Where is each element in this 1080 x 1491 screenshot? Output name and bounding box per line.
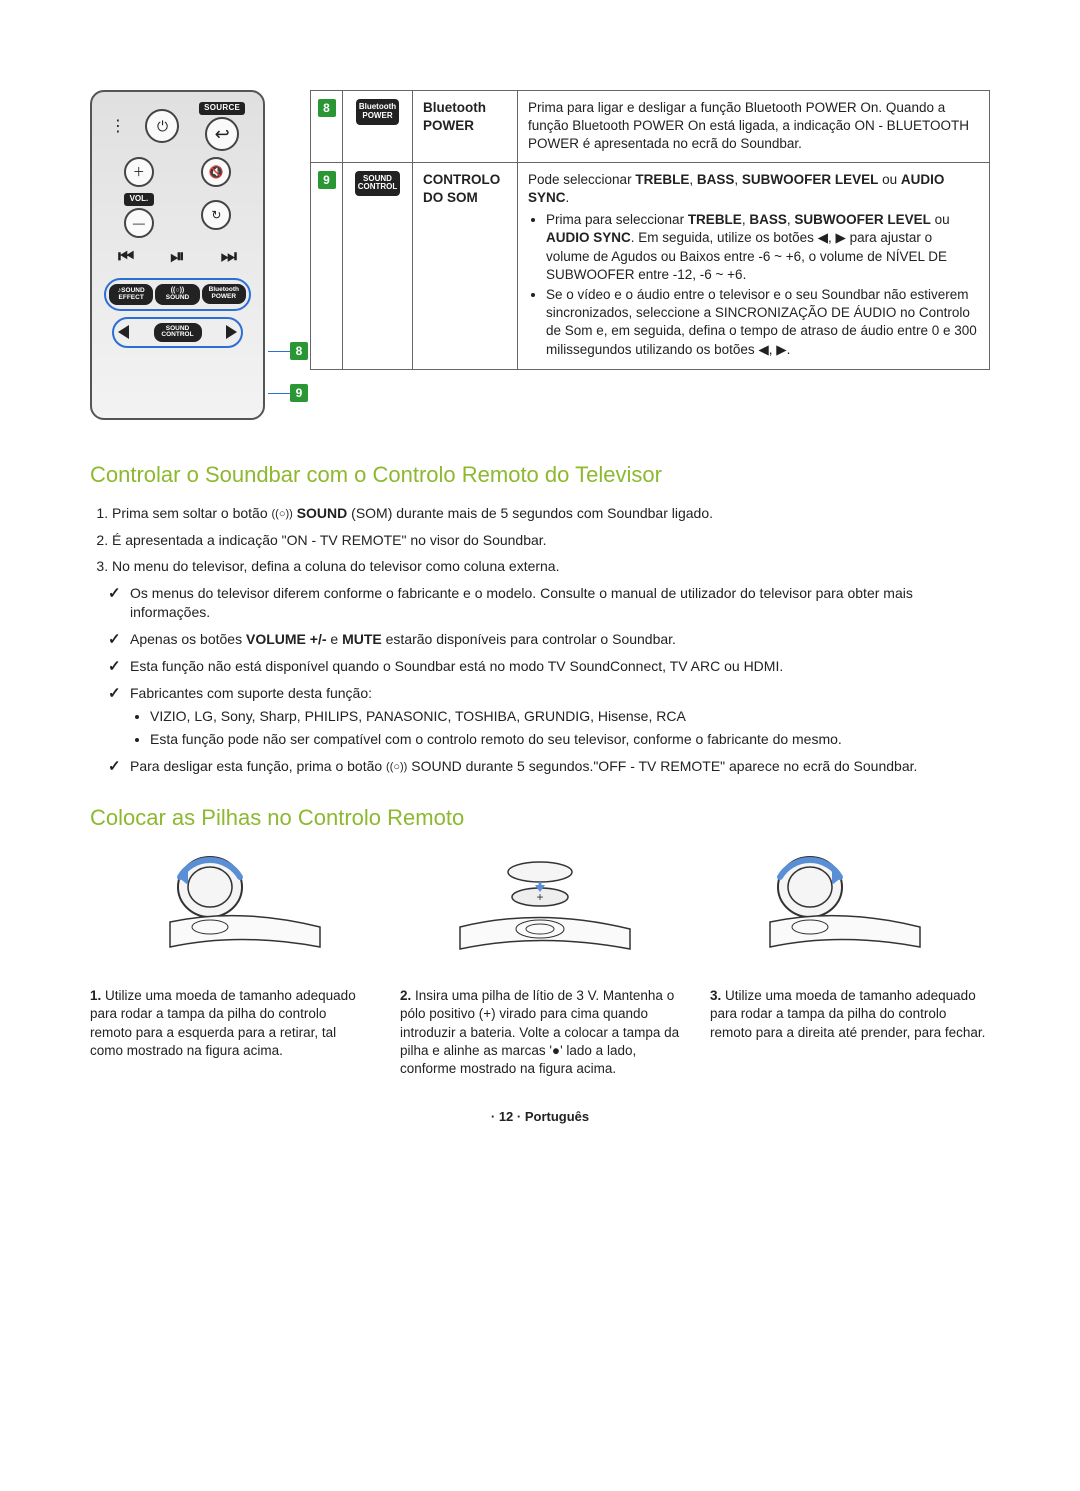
table-row: 9 SOUNDCONTROL CONTROLODO SOM Pode selec…: [311, 162, 990, 369]
next-icon: ⏭: [221, 244, 237, 268]
battery-steps-row: 1. Utilize uma moeda de tamanho adequado…: [90, 987, 990, 1078]
top-section: ⋮ ⏻ SOURCE ↩ ＋ 🔇 VOL. — ↻ ⏮ ⏯: [90, 90, 990, 420]
row9-name: CONTROLODO SOM: [413, 162, 518, 369]
sound-effect-button: ♪SOUNDEFFECT: [109, 284, 153, 305]
battery-step-3: 3. Utilize uma moeda de tamanho adequado…: [710, 987, 990, 1078]
play-pause-icon: ⏯: [170, 244, 184, 268]
step-1: Prima sem soltar o botão ((○)) SOUND (SO…: [112, 504, 990, 523]
table-row: 8 BluetoothPOWER BluetoothPOWER Prima pa…: [311, 91, 990, 163]
step-2: É apresentada a indicação "ON - TV REMOT…: [112, 531, 990, 550]
surround-sound-button: ((○))SOUND: [155, 284, 199, 305]
row9-bullet-2: Se o vídeo e o áudio entre o televisor e…: [546, 286, 979, 359]
row8-description: Prima para ligar e desligar a função Blu…: [518, 91, 990, 163]
callout-badge-8: 8: [290, 342, 308, 360]
battery-figure-3: [710, 847, 970, 967]
section-2-title: Colocar as Pilhas no Controlo Remoto: [90, 803, 990, 833]
callout-9: 9: [268, 384, 308, 402]
callout-badge-9: 9: [290, 384, 308, 402]
source-label: SOURCE: [199, 102, 245, 115]
media-row: ⏮ ⏯ ⏭: [100, 244, 255, 268]
section-1-steps: Prima sem soltar o botão ((○)) SOUND (SO…: [90, 504, 990, 577]
right-arrow-icon: [226, 325, 237, 339]
check-item: Apenas os botões VOLUME +/- e MUTE estar…: [112, 630, 990, 649]
button-group-9: SOUNDCONTROL: [112, 317, 243, 349]
description-table: 8 BluetoothPOWER BluetoothPOWER Prima pa…: [310, 90, 990, 370]
check-item: Esta função não está disponível quando o…: [112, 657, 990, 676]
row-badge-9: 9: [318, 171, 336, 189]
battery-step-2: 2. Insira uma pilha de lítio de 3 V. Man…: [400, 987, 680, 1078]
vol-up-icon: ＋: [124, 157, 154, 187]
battery-images-row: +: [90, 847, 990, 967]
section-1-checklist: Os menus do televisor diferem conforme o…: [90, 584, 990, 775]
callout-8: 8: [268, 342, 308, 360]
step-3: No menu do televisor, defina a coluna do…: [112, 557, 990, 576]
row9-button-icon: SOUNDCONTROL: [355, 171, 401, 197]
repeat-icon: ↻: [201, 200, 231, 230]
sub-bullet: VIZIO, LG, Sony, Sharp, PHILIPS, PANASON…: [150, 707, 990, 726]
page-footer: · 12 · Português: [90, 1108, 990, 1126]
check-item: Os menus do televisor diferem conforme o…: [112, 584, 990, 622]
row9-bullet-1: Prima para seleccionar TREBLE, BASS, SUB…: [546, 211, 979, 284]
battery-figure-2: +: [410, 847, 670, 967]
sound-control-button: SOUNDCONTROL: [154, 323, 202, 343]
mute-icon: 🔇: [201, 157, 231, 187]
power-icon: ⏻: [145, 109, 179, 143]
source-icon: ↩: [205, 117, 239, 151]
battery-section: + 1. Utilize uma moeda de tamanho adequa…: [90, 847, 990, 1078]
row8-button-icon: BluetoothPOWER: [356, 99, 399, 125]
vol-down-icon: —: [124, 208, 154, 238]
description-table-column: 8 BluetoothPOWER BluetoothPOWER Prima pa…: [310, 90, 990, 420]
left-arrow-icon: [118, 325, 129, 339]
row-badge-8: 8: [318, 99, 336, 117]
svg-text:+: +: [536, 890, 543, 904]
section-1-title: Controlar o Soundbar com o Controlo Remo…: [90, 460, 990, 490]
row9-description: Pode seleccionar TREBLE, BASS, SUBWOOFER…: [518, 162, 990, 369]
check-item: Para desligar esta função, prima o botão…: [112, 757, 990, 776]
sound-wave-icon: ((○)): [272, 508, 293, 520]
button-group-8: ♪SOUNDEFFECT ((○))SOUND BluetoothPOWER: [104, 278, 251, 311]
bluetooth-power-button: BluetoothPOWER: [202, 284, 246, 304]
vol-label: VOL.: [124, 193, 155, 206]
check-item: Fabricantes com suporte desta função: VI…: [112, 684, 990, 749]
sub-bullet: Esta função pode não ser compatível com …: [150, 730, 990, 749]
battery-figure-1: [110, 847, 370, 967]
prev-icon: ⏮: [118, 244, 134, 268]
remote-diagram: ⋮ ⏻ SOURCE ↩ ＋ 🔇 VOL. — ↻ ⏮ ⏯: [90, 90, 265, 420]
sound-wave-icon: ((○)): [386, 760, 407, 772]
battery-step-1: 1. Utilize uma moeda de tamanho adequado…: [90, 987, 370, 1078]
remote-column: ⋮ ⏻ SOURCE ↩ ＋ 🔇 VOL. — ↻ ⏮ ⏯: [90, 90, 290, 420]
row8-name: BluetoothPOWER: [413, 91, 518, 163]
